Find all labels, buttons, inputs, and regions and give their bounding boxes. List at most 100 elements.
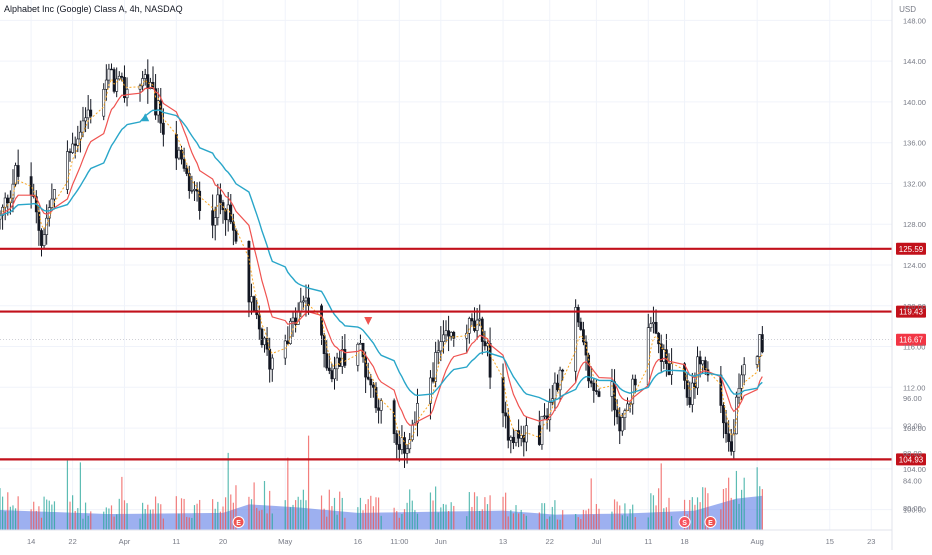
candle-body — [431, 377, 435, 382]
candle-body — [755, 356, 759, 365]
volume-bar — [30, 509, 32, 530]
volume-bar — [12, 505, 14, 530]
volume-bar — [341, 497, 343, 530]
candle-body — [112, 69, 116, 92]
candle-body — [361, 342, 365, 358]
volume-bar — [110, 505, 113, 530]
x-tick-label: Aug — [750, 537, 763, 546]
candle-body — [84, 117, 87, 122]
candle-body — [649, 323, 653, 328]
y-tick-label: 144.00 — [903, 57, 926, 66]
volume-bar — [484, 497, 486, 530]
current-price-tag — [896, 333, 926, 346]
candle-body — [556, 382, 559, 391]
candle-body — [359, 342, 362, 345]
volume-bar — [235, 485, 237, 530]
volume-bar — [113, 516, 115, 530]
candle-body — [467, 318, 471, 334]
candle-body — [452, 331, 456, 339]
candle-body — [213, 217, 217, 226]
volume-bar — [178, 513, 180, 530]
x-tick-label: 22 — [546, 537, 554, 546]
volume-bar — [227, 452, 229, 530]
candle-body — [307, 297, 310, 307]
volume-bar — [108, 508, 110, 530]
volume-bar — [328, 489, 330, 530]
candle-body — [219, 194, 222, 203]
candle-body — [174, 134, 178, 159]
candle-body — [123, 77, 126, 99]
volume-bar — [344, 517, 346, 530]
x-tick-label: 15 — [826, 537, 834, 546]
candle-body — [45, 217, 49, 235]
volume-bar — [289, 507, 292, 530]
volume-bar — [665, 507, 668, 530]
candle-body — [688, 397, 692, 405]
candle-body — [177, 149, 181, 159]
volume-bar — [9, 506, 11, 530]
candle-body — [180, 149, 183, 160]
currency-label: USD — [899, 5, 916, 14]
candle-body — [470, 318, 474, 322]
volume-bar — [543, 503, 546, 530]
candle-body — [226, 204, 230, 221]
candle-body — [540, 415, 544, 445]
candle-body — [374, 387, 378, 409]
level-price-tag — [896, 453, 926, 466]
candle-body — [698, 356, 702, 365]
volume-bar — [121, 476, 123, 530]
candle-body — [268, 348, 272, 370]
volume-bar — [403, 509, 406, 530]
volume-bar — [266, 513, 268, 530]
candle-body — [356, 343, 360, 366]
volume-bar — [186, 516, 188, 530]
candle-body — [722, 405, 725, 424]
volume-bar — [704, 487, 706, 530]
event-badge-label: E — [708, 520, 713, 527]
volume-bar — [621, 515, 623, 530]
candle-body — [449, 331, 453, 337]
volume-bar — [598, 508, 600, 530]
volume-bar — [323, 508, 325, 530]
candle-body — [592, 382, 596, 391]
candle-body — [148, 82, 152, 89]
candle-body — [40, 230, 43, 246]
volume-bar — [398, 517, 400, 530]
volume-bar — [401, 514, 403, 530]
volume-bar — [632, 504, 634, 530]
volume-bar — [180, 498, 183, 530]
volume-bar — [367, 499, 369, 530]
candle-body — [740, 374, 744, 389]
volume-bar — [691, 497, 693, 530]
candle-body — [71, 143, 75, 153]
candle-body — [250, 296, 253, 303]
volume-bar — [365, 504, 367, 530]
volume-bar — [326, 516, 328, 530]
volume-bar — [694, 504, 696, 530]
volume-bar — [590, 478, 592, 530]
volume-bar — [305, 500, 307, 530]
volume-bar — [647, 517, 649, 530]
volume-tick-label: 88.00 — [903, 449, 922, 458]
volume-bar — [66, 460, 69, 530]
x-tick-label: May — [278, 537, 292, 546]
candle-body — [138, 85, 142, 90]
volume-bar — [471, 506, 473, 530]
volume-bar — [437, 512, 439, 530]
sell-signal-marker — [364, 317, 373, 326]
candle-body — [229, 204, 233, 223]
volume-bar — [297, 496, 299, 530]
volume-bar — [440, 507, 442, 530]
volume-bar — [375, 497, 377, 530]
volume-bar — [411, 500, 413, 530]
candle-body — [703, 360, 707, 371]
volume-tick-label: 80.00 — [903, 504, 922, 513]
volume-bar — [7, 492, 9, 530]
candle-body — [107, 68, 111, 81]
candle-body — [193, 189, 196, 191]
candle-body — [724, 422, 728, 434]
volume-bar — [510, 510, 512, 530]
candle-body — [517, 430, 521, 439]
